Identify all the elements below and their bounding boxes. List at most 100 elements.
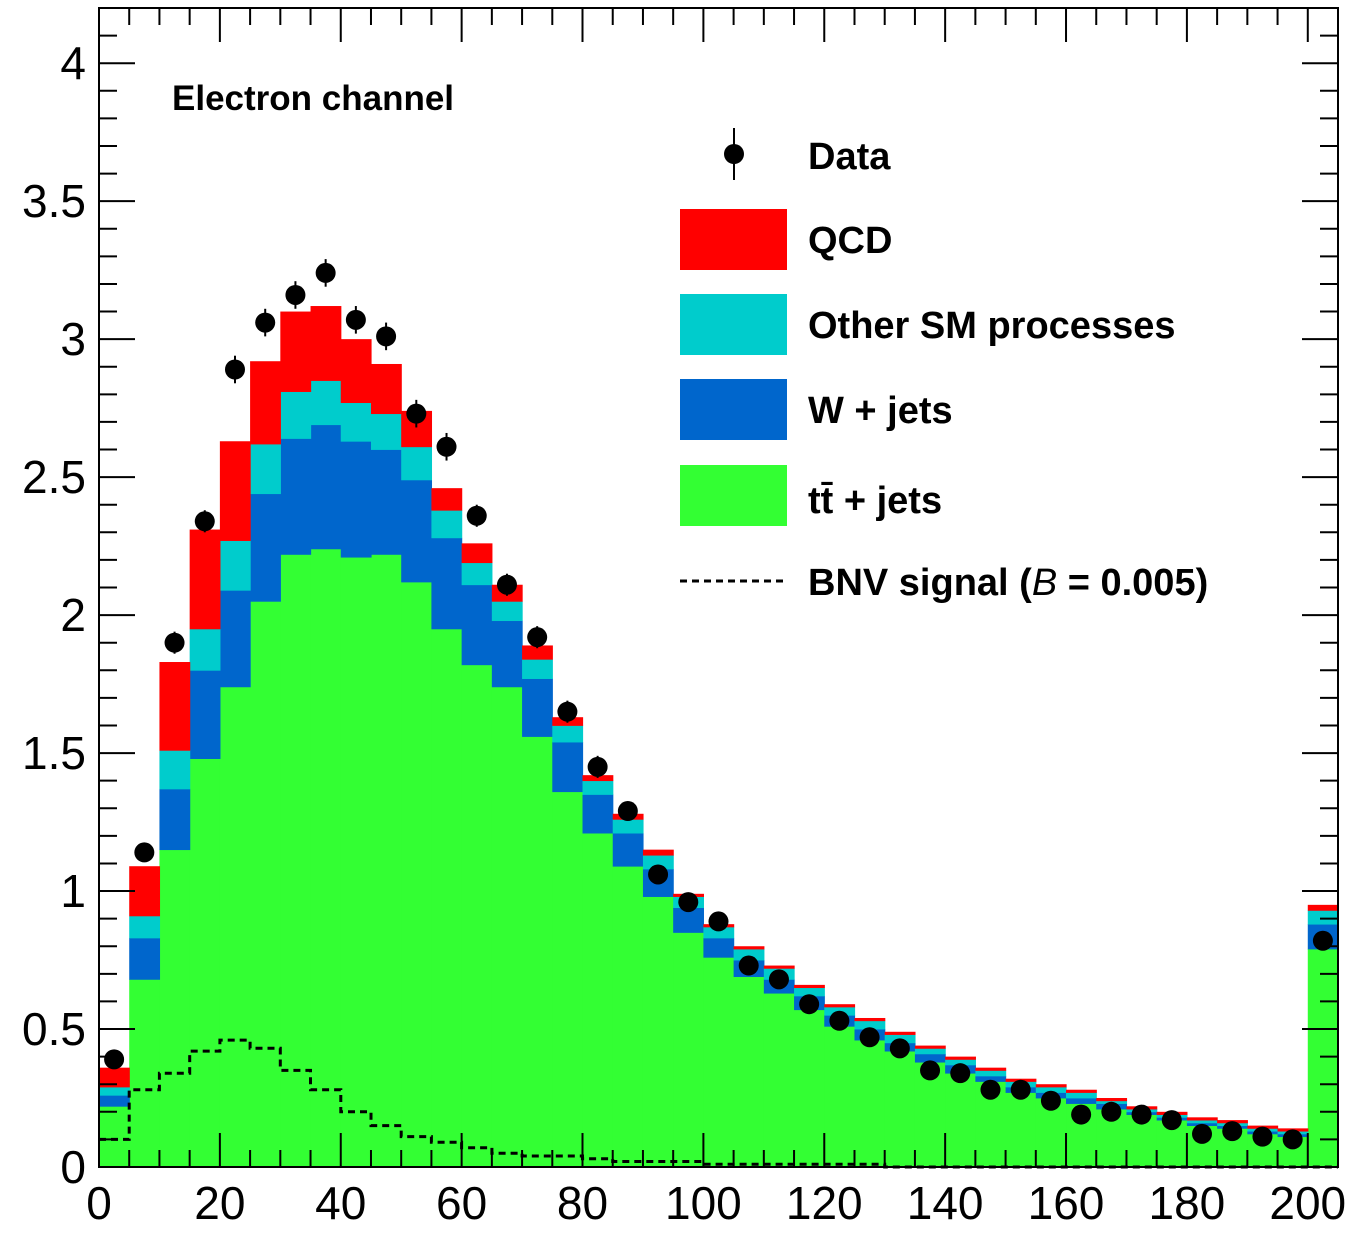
bar-other-sm-processes-13 <box>491 601 523 622</box>
bar-tt-jets-16 <box>582 833 614 1168</box>
bar-w-jets-11 <box>431 537 463 630</box>
legend-entry-ttbar: tt̄ + jets <box>680 465 942 526</box>
data-points <box>104 259 1333 1150</box>
y-tick-label-2: 1 <box>60 865 86 917</box>
bar-w-jets-7 <box>310 424 342 550</box>
data-point-10 <box>406 403 427 424</box>
bar-other-sm-processes-36 <box>1186 1120 1218 1124</box>
bar-other-sm-processes-25 <box>854 1020 886 1030</box>
bar-qcd-0 <box>99 1067 130 1088</box>
bar-tt-jets-18 <box>642 896 674 1168</box>
data-point-39 <box>1282 1129 1303 1150</box>
bar-qcd-8 <box>340 339 372 404</box>
bar-tt-jets-9 <box>370 554 402 1168</box>
bar-other-sm-processes-8 <box>340 402 372 442</box>
bar-other-sm-processes-10 <box>401 446 433 481</box>
bar-other-sm-processes-11 <box>431 510 463 539</box>
data-point-40 <box>1312 930 1333 951</box>
data-point-17 <box>617 801 638 822</box>
bar-other-sm-processes-29 <box>975 1070 1007 1077</box>
data-point-31 <box>1040 1090 1061 1111</box>
bar-tt-jets-10 <box>401 581 433 1168</box>
data-point-24 <box>829 1010 850 1031</box>
x-tick-label-6: 120 <box>786 1177 863 1229</box>
bar-qcd-4 <box>219 441 251 541</box>
data-point-22 <box>768 969 789 990</box>
bar-qcd-27 <box>914 1045 946 1049</box>
data-point-28 <box>950 1063 971 1084</box>
axes <box>98 7 1339 1168</box>
bar-other-sm-processes-1 <box>129 915 161 939</box>
x-tick-label-5: 100 <box>665 1177 742 1229</box>
bar-qcd-36 <box>1186 1117 1218 1121</box>
bar-w-jets-6 <box>280 438 312 555</box>
data-point-4 <box>224 359 245 380</box>
bar-w-jets-1 <box>129 937 161 980</box>
bar-other-sm-processes-2 <box>159 750 191 790</box>
bar-other-sm-processes-18 <box>642 855 674 870</box>
data-point-5 <box>255 312 276 333</box>
bar-other-sm-processes-28 <box>945 1059 976 1066</box>
data-point-27 <box>920 1060 941 1081</box>
bar-tt-jets-25 <box>854 1040 886 1168</box>
bar-other-sm-processes-31 <box>1035 1086 1067 1093</box>
bar-w-jets-8 <box>340 441 372 558</box>
bar-qcd-16 <box>582 775 614 782</box>
bar-w-jets-14 <box>522 678 553 737</box>
bar-w-jets-32 <box>1066 1098 1097 1104</box>
data-point-38 <box>1252 1126 1273 1147</box>
bar-tt-jets-1 <box>129 979 161 1168</box>
bar-tt-jets-22 <box>763 993 795 1168</box>
bar-w-jets-3 <box>189 670 221 759</box>
data-point-18 <box>648 864 669 885</box>
legend-data-marker <box>724 144 744 164</box>
data-point-16 <box>587 756 608 777</box>
bar-other-sm-processes-7 <box>310 380 342 426</box>
bar-w-jets-12 <box>461 584 493 666</box>
legend: Data QCD Other SM processes W + jets tt̄… <box>680 128 1208 604</box>
y-tick-label-5: 2.5 <box>22 451 86 503</box>
bar-tt-jets-14 <box>522 736 553 1168</box>
bar-other-sm-processes-6 <box>280 391 312 439</box>
bar-qcd-12 <box>461 543 493 564</box>
data-point-37 <box>1222 1121 1243 1142</box>
x-tick-label-8: 160 <box>1028 1177 1105 1229</box>
bar-qcd-2 <box>159 662 191 751</box>
bar-tt-jets-0 <box>99 1106 130 1168</box>
y-tick-label-6: 3 <box>60 313 86 365</box>
data-point-0 <box>104 1049 125 1070</box>
x-tick-label-2: 40 <box>315 1177 366 1229</box>
data-point-20 <box>708 911 729 932</box>
data-point-29 <box>980 1079 1001 1100</box>
bar-w-jets-15 <box>552 742 584 793</box>
bar-tt-jets-6 <box>280 554 312 1168</box>
data-point-15 <box>557 701 578 722</box>
bar-other-sm-processes-20 <box>703 926 735 939</box>
bar-tt-jets-12 <box>461 664 493 1168</box>
x-tick-label-9: 180 <box>1149 1177 1226 1229</box>
histogram-stack <box>99 306 1339 1168</box>
bar-w-jets-10 <box>401 479 433 583</box>
bar-qcd-11 <box>431 488 463 511</box>
data-point-13 <box>496 574 517 595</box>
data-point-23 <box>799 994 820 1015</box>
bar-other-sm-processes-40 <box>1307 910 1339 925</box>
tick-labels: 0 20 40 60 80 100 120 140 160 180 200 0 0.5 1 1.5 2 2.5 3… <box>22 37 1346 1229</box>
bar-w-jets-29 <box>975 1075 1007 1082</box>
bar-w-jets-13 <box>491 620 523 688</box>
bar-qcd-22 <box>763 965 795 969</box>
x-tick-label-1: 20 <box>194 1177 245 1229</box>
data-point-2 <box>164 632 185 653</box>
legend-swatch-qcd <box>680 209 787 270</box>
bar-w-jets-5 <box>250 493 281 602</box>
bar-qcd-23 <box>794 984 825 989</box>
data-point-26 <box>889 1038 910 1059</box>
bar-tt-jets-7 <box>310 548 342 1168</box>
legend-entry-signal: BNV signal (B = 0.005) <box>680 562 1208 604</box>
bar-tt-jets-20 <box>703 957 735 1168</box>
bar-w-jets-0 <box>99 1095 130 1107</box>
bar-other-sm-processes-0 <box>99 1086 130 1096</box>
legend-entry-qcd: QCD <box>680 209 892 270</box>
legend-swatch-other-sm <box>680 294 787 355</box>
